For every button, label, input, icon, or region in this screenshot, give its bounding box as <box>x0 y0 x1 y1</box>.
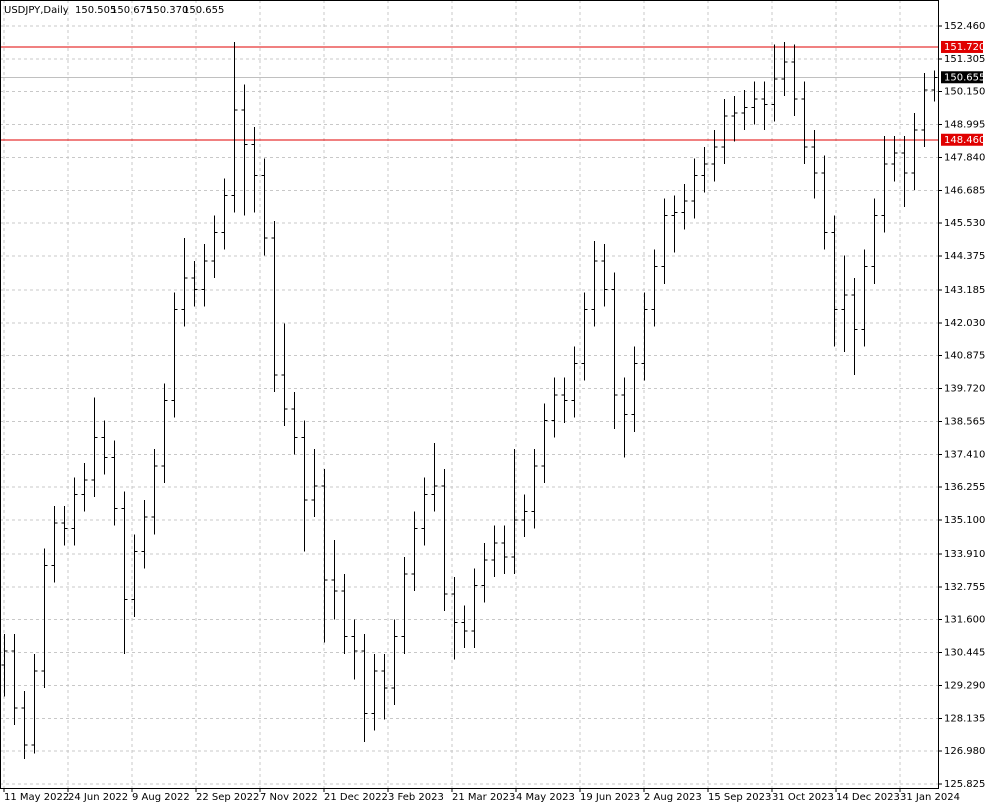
y-tick-label: 142.030 <box>944 318 985 329</box>
header-quote: 150.505 <box>75 5 116 16</box>
y-tick-label: 125.825 <box>944 779 985 790</box>
y-tick-label: 140.875 <box>944 351 985 362</box>
y-tick-label: 145.530 <box>944 218 985 229</box>
header-quote: 150.370 <box>147 5 188 16</box>
y-tick-label: 132.755 <box>944 582 985 593</box>
y-tick-label: 135.100 <box>944 515 985 526</box>
x-tick-label: 24 Jun 2022 <box>68 792 128 803</box>
y-tick-label: 146.685 <box>944 185 985 196</box>
y-tick-label: 148.995 <box>944 120 985 131</box>
current-price-box <box>941 71 983 84</box>
y-tick-label: 144.375 <box>944 251 985 262</box>
x-tick-label: 22 Sep 2022 <box>196 792 259 803</box>
y-tick-label: 126.980 <box>944 746 985 757</box>
chart-title: USDJPY,Daily <box>4 5 69 16</box>
current-price-label: 150.655 <box>944 72 985 83</box>
x-tick-label: 7 Nov 2022 <box>260 792 318 803</box>
y-tick-label: 138.565 <box>944 416 985 427</box>
y-tick-label: 133.910 <box>944 549 985 560</box>
x-tick-label: 19 Jun 2023 <box>580 792 640 803</box>
y-tick-label: 130.445 <box>944 648 985 659</box>
x-tick-label: 15 Sep 2023 <box>708 792 771 803</box>
x-tick-label: 4 May 2023 <box>516 792 575 803</box>
x-tick-label: 31 Jan 2024 <box>900 792 960 803</box>
y-tick-label: 151.305 <box>944 54 985 65</box>
y-tick-label: 137.410 <box>944 449 985 460</box>
plot-frame <box>0 0 939 789</box>
y-tick-label: 128.135 <box>944 713 985 724</box>
x-tick-label: 14 Dec 2023 <box>836 792 900 803</box>
header-quote: 150.655 <box>183 5 224 16</box>
x-tick-label: 21 Mar 2023 <box>452 792 515 803</box>
level-label: 148.460 <box>944 135 985 146</box>
x-tick-label: 11 May 2022 <box>4 792 69 803</box>
y-tick-label: 150.150 <box>944 87 985 98</box>
y-tick-label: 139.720 <box>944 384 985 395</box>
x-tick-label: 2 Aug 2023 <box>644 792 702 803</box>
level-label: 151.720 <box>944 42 985 53</box>
x-tick-label: 31 Oct 2023 <box>772 792 834 803</box>
y-tick-label: 147.840 <box>944 152 985 163</box>
y-tick-label: 143.185 <box>944 285 985 296</box>
header-quote: 150.675 <box>111 5 152 16</box>
y-tick-label: 131.600 <box>944 615 985 626</box>
level-label-box <box>941 40 983 53</box>
x-tick-label: 3 Feb 2023 <box>388 792 444 803</box>
level-label-box <box>941 133 983 146</box>
y-tick-label: 152.460 <box>944 21 985 32</box>
y-tick-label: 129.290 <box>944 680 985 691</box>
y-tick-label: 136.255 <box>944 482 985 493</box>
x-tick-label: 9 Aug 2022 <box>132 792 190 803</box>
x-tick-label: 21 Dec 2022 <box>324 792 388 803</box>
